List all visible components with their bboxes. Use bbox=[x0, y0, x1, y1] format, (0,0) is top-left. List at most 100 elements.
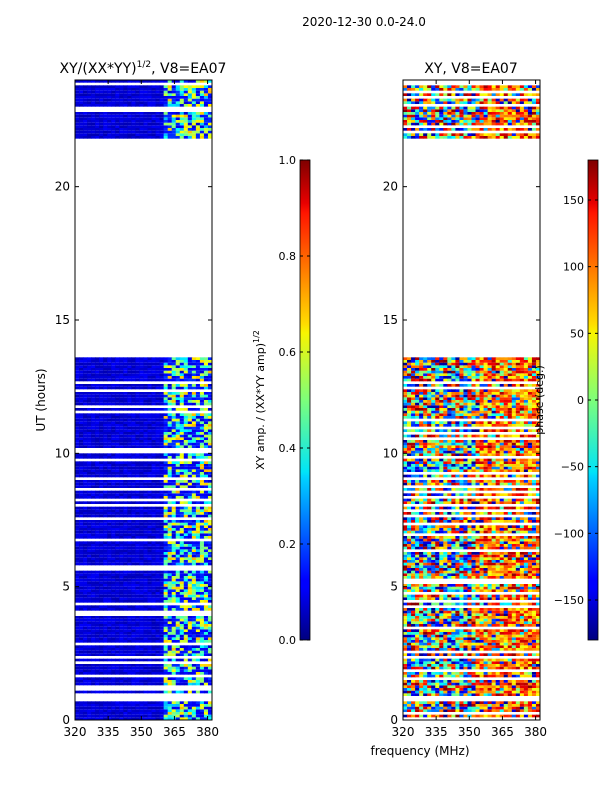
heatmap-cell bbox=[91, 445, 96, 448]
heatmap-cell bbox=[79, 619, 84, 622]
heatmap-cell bbox=[455, 661, 460, 664]
heatmap-cell bbox=[99, 384, 104, 387]
heatmap-cell bbox=[95, 584, 100, 587]
heatmap-cell bbox=[111, 547, 116, 550]
x-tick-label: 320 bbox=[64, 725, 87, 739]
heatmap-cell bbox=[180, 96, 185, 99]
heatmap-cell bbox=[87, 421, 92, 424]
heatmap-cell bbox=[131, 715, 136, 718]
heatmap-cell bbox=[79, 560, 84, 563]
heatmap-cell bbox=[139, 472, 144, 475]
heatmap-cell bbox=[123, 469, 128, 472]
heatmap-cell bbox=[160, 483, 165, 486]
heatmap-cell bbox=[79, 379, 84, 382]
heatmap-cell bbox=[144, 475, 149, 478]
heatmap-cell bbox=[152, 581, 157, 584]
heatmap-cell bbox=[107, 493, 112, 496]
heatmap-cell bbox=[200, 475, 205, 478]
heatmap-cell bbox=[115, 579, 120, 582]
heatmap-cell bbox=[516, 707, 521, 710]
heatmap-cell bbox=[139, 555, 144, 558]
heatmap-cell bbox=[156, 571, 161, 574]
heatmap-cell bbox=[95, 392, 100, 395]
heatmap-cell bbox=[119, 493, 124, 496]
heatmap-cell bbox=[172, 437, 177, 440]
heatmap-cell bbox=[451, 672, 456, 675]
heatmap-cell bbox=[144, 525, 149, 528]
heatmap-cell bbox=[168, 125, 173, 128]
heatmap-cell bbox=[192, 672, 197, 675]
heatmap-cell bbox=[87, 664, 92, 667]
heatmap-cell bbox=[204, 584, 209, 587]
heatmap-cell bbox=[99, 579, 104, 582]
heatmap-cell bbox=[184, 379, 189, 382]
heatmap-cell bbox=[403, 707, 408, 710]
heatmap-cell bbox=[148, 704, 153, 707]
heatmap-cell bbox=[156, 136, 161, 139]
heatmap-cell bbox=[148, 429, 153, 432]
heatmap-cell bbox=[176, 600, 181, 603]
heatmap-cell bbox=[107, 501, 112, 504]
heatmap-cell bbox=[160, 645, 165, 648]
heatmap-cell bbox=[127, 392, 132, 395]
heatmap-cell bbox=[115, 573, 120, 576]
heatmap-cell bbox=[168, 432, 173, 435]
heatmap-cell bbox=[91, 440, 96, 443]
heatmap-cell bbox=[411, 707, 416, 710]
heatmap-cell bbox=[168, 472, 173, 475]
heatmap-cell bbox=[168, 131, 173, 134]
heatmap-cell bbox=[188, 648, 193, 651]
heatmap-cell bbox=[91, 624, 96, 627]
heatmap-cell bbox=[144, 701, 149, 704]
heatmap-cell bbox=[95, 96, 100, 99]
heatmap-cell bbox=[188, 485, 193, 488]
heatmap-cell bbox=[103, 645, 108, 648]
heatmap-cell bbox=[204, 680, 209, 683]
heatmap-cell bbox=[472, 685, 477, 688]
heatmap-cell bbox=[75, 376, 80, 379]
heatmap-cell bbox=[99, 571, 104, 574]
heatmap-cell bbox=[427, 685, 432, 688]
heatmap-cell bbox=[524, 715, 529, 718]
heatmap-cell bbox=[83, 93, 88, 96]
heatmap-cell bbox=[192, 413, 197, 416]
heatmap-cell bbox=[131, 413, 136, 416]
heatmap-cell bbox=[200, 581, 205, 584]
heatmap-cell bbox=[111, 88, 116, 91]
heatmap-cell bbox=[127, 608, 132, 611]
heatmap-cell bbox=[152, 496, 157, 499]
heatmap-cell bbox=[123, 112, 128, 115]
heatmap-cell bbox=[492, 709, 497, 712]
heatmap-cell bbox=[139, 587, 144, 590]
heatmap-cell bbox=[87, 621, 92, 624]
heatmap-cell bbox=[91, 541, 96, 544]
heatmap-cell bbox=[455, 672, 460, 675]
heatmap-cell bbox=[168, 712, 173, 715]
heatmap-cell bbox=[144, 403, 149, 406]
y-tick-label: 0 bbox=[62, 713, 70, 727]
heatmap-cell bbox=[156, 371, 161, 374]
heatmap-cell bbox=[119, 91, 124, 94]
heatmap-cell bbox=[427, 659, 432, 662]
heatmap-cell bbox=[168, 584, 173, 587]
heatmap-cell bbox=[160, 437, 165, 440]
heatmap-cell bbox=[484, 659, 489, 662]
heatmap-cell bbox=[168, 536, 173, 539]
heatmap-cell bbox=[192, 677, 197, 680]
heatmap-cell bbox=[164, 117, 169, 120]
heatmap-cell bbox=[156, 704, 161, 707]
heatmap-cell bbox=[99, 627, 104, 630]
heatmap-cell bbox=[164, 544, 169, 547]
heatmap-cell bbox=[439, 659, 444, 662]
heatmap-cell bbox=[107, 397, 112, 400]
heatmap-cell bbox=[196, 365, 201, 368]
heatmap-cell bbox=[204, 653, 209, 656]
heatmap-cell bbox=[188, 427, 193, 430]
heatmap-cell bbox=[184, 576, 189, 579]
heatmap-cell bbox=[156, 419, 161, 422]
heatmap-cell bbox=[192, 691, 197, 694]
heatmap-cell bbox=[156, 368, 161, 371]
heatmap-cell bbox=[131, 549, 136, 552]
heatmap-cell bbox=[139, 475, 144, 478]
heatmap-cell bbox=[131, 707, 136, 710]
